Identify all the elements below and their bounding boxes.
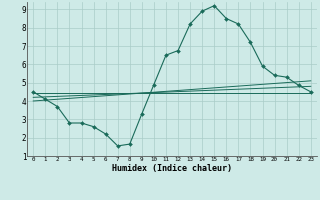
X-axis label: Humidex (Indice chaleur): Humidex (Indice chaleur) <box>112 164 232 173</box>
